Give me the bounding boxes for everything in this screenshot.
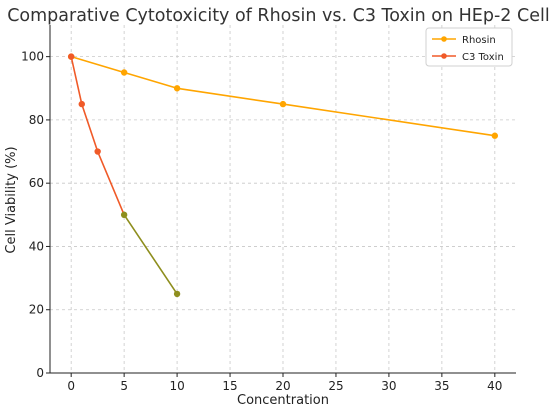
- grid: [50, 25, 516, 374]
- series-segment-c3-toxin: [70, 55, 83, 105]
- y-axis-label: Cell Viability (%): [4, 146, 19, 253]
- chart-title: Comparative Cytotoxicity of Rhosin vs. C…: [7, 6, 550, 26]
- x-tick-label: 15: [222, 379, 237, 393]
- x-tick-label: 35: [434, 379, 449, 393]
- x-tick-label: 40: [487, 379, 502, 393]
- data-point-rhosin: [491, 132, 499, 139]
- x-tick-label: 10: [169, 379, 184, 393]
- data-point-c3-toxin: [78, 100, 85, 108]
- series-segment-rhosin: [282, 103, 496, 137]
- y-tick-label: 40: [29, 239, 44, 253]
- x-tick-label: 25: [328, 379, 343, 393]
- legend-marker-c3-toxin: [441, 53, 447, 59]
- x-tick-label: 20: [275, 379, 290, 393]
- x-tick-label: 30: [381, 379, 396, 393]
- y-tick-label: 80: [29, 113, 44, 127]
- data-point-c3-toxin: [120, 211, 128, 219]
- series-segment-c3-toxin: [96, 150, 125, 216]
- series-segment-rhosin: [70, 55, 125, 74]
- data-point-c3-toxin: [173, 290, 181, 298]
- y-tick-label: 100: [21, 50, 44, 64]
- legend-label-c3-toxin: C3 Toxin: [462, 52, 504, 63]
- x-axis-label: Concentration: [237, 393, 329, 407]
- data-point-rhosin: [120, 69, 128, 76]
- legend-marker-rhosin: [441, 36, 447, 42]
- ticks: 0 5 10 15 20 25 30 35 40 0 20 40 60 80 100: [21, 50, 502, 393]
- data-point-c3-toxin: [67, 53, 75, 60]
- legend: Rhosin C3 Toxin: [425, 27, 513, 67]
- x-tick-label: 0: [67, 379, 75, 393]
- data-point-c3-toxin: [94, 148, 101, 155]
- series-segment-rhosin: [123, 71, 178, 90]
- x-tick-label: 5: [120, 379, 128, 393]
- y-tick-label: 0: [36, 366, 44, 380]
- series-segment-c3-toxin: [123, 214, 178, 295]
- plot-area: [67, 53, 499, 298]
- series-segment-rhosin: [176, 87, 284, 105]
- y-tick-label: 20: [29, 303, 44, 317]
- legend-label-rhosin: Rhosin: [462, 35, 496, 46]
- data-point-rhosin: [279, 100, 287, 108]
- y-tick-label: 60: [29, 176, 44, 190]
- series-segment-c3-toxin: [80, 103, 99, 153]
- data-point-rhosin: [173, 85, 181, 92]
